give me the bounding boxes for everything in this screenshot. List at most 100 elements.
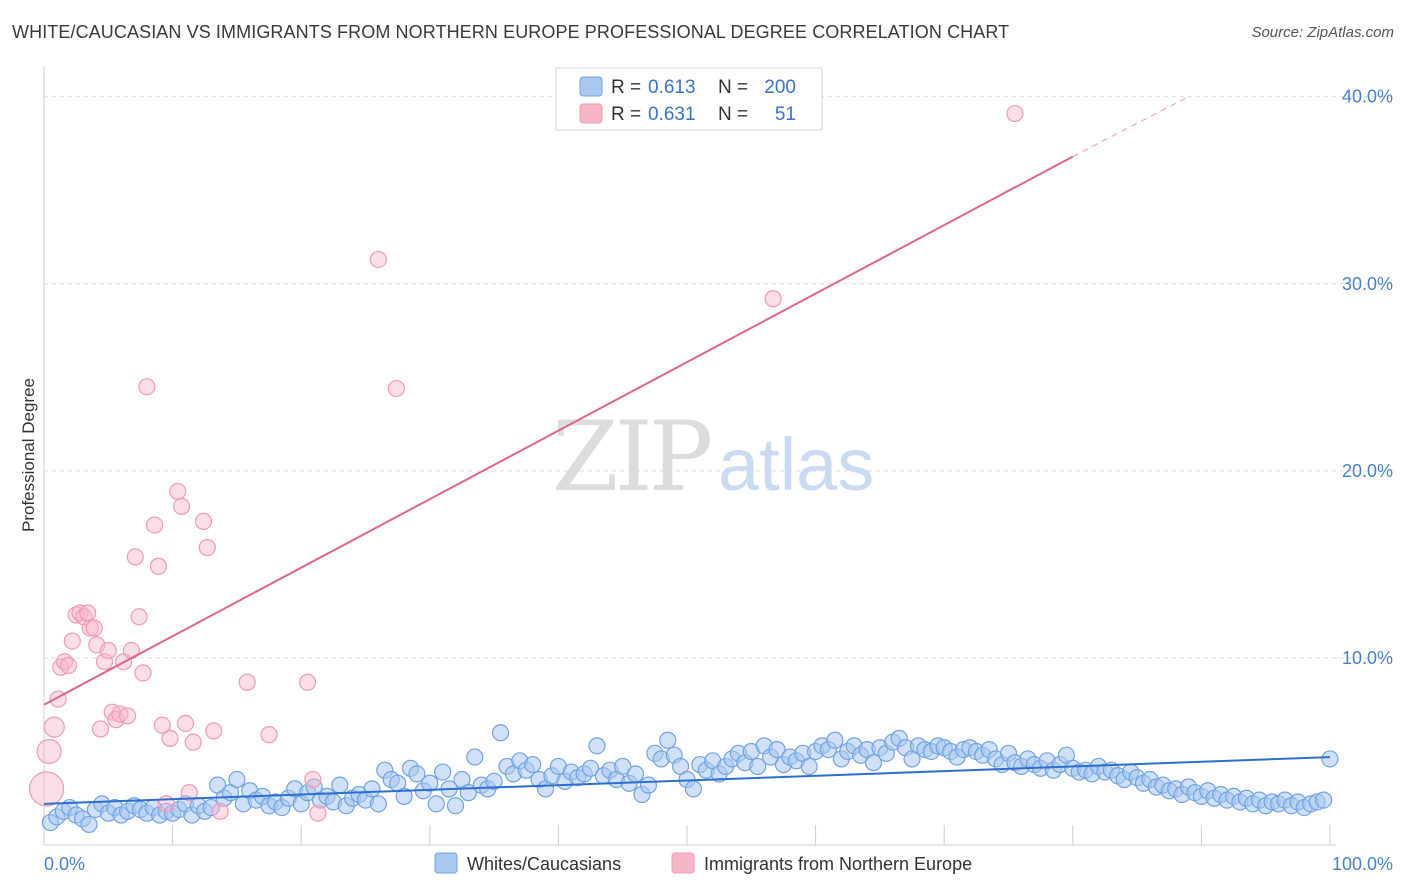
legend-n-value-whites: 200 xyxy=(764,77,796,98)
point-immigrants-45 xyxy=(304,770,322,789)
point-whites-128 xyxy=(864,754,883,772)
point-immigrants-22 xyxy=(118,707,137,725)
legend-box: R = 0.613 N = 200 R = 0.631 N = 51 xyxy=(555,67,823,131)
trend-lines xyxy=(43,96,1331,805)
point-immigrants-47 xyxy=(369,250,387,269)
point-immigrants-37 xyxy=(184,733,202,751)
trendline-whites xyxy=(43,756,1331,805)
watermark-atlas: atlas xyxy=(718,423,874,506)
bottom-legend-label-whites: Whites/Caucasians xyxy=(467,854,621,874)
point-whites-118 xyxy=(800,757,818,776)
bottom-legend-swatch-whites xyxy=(434,852,458,874)
legend-n-value-immigrants: 51 xyxy=(775,104,796,125)
legend-r-label-immigrants: R = xyxy=(611,104,641,125)
point-immigrants-16 xyxy=(95,653,114,671)
point-whites-59 xyxy=(421,774,439,792)
point-whites-29 xyxy=(228,770,246,789)
point-immigrants-44 xyxy=(299,673,317,691)
point-whites-70 xyxy=(491,724,510,742)
point-whites-61 xyxy=(434,763,452,781)
point-whites-85 xyxy=(588,737,606,755)
point-immigrants-7 xyxy=(63,632,81,650)
legend-swatch-immigrants xyxy=(579,103,603,124)
point-immigrants-2 xyxy=(43,716,65,738)
point-whites-93 xyxy=(639,776,658,794)
point-immigrants-35 xyxy=(176,714,195,733)
chart-title: WHITE/CAUCASIAN VS IMMIGRANTS FROM NORTH… xyxy=(12,22,1010,42)
point-whites-100 xyxy=(684,780,703,798)
point-immigrants-13 xyxy=(85,619,103,637)
point-immigrants-11 xyxy=(79,604,97,622)
watermark: ZIP atlas xyxy=(552,401,874,513)
x-tick-label-1: 100.0% xyxy=(1332,854,1393,874)
point-whites-113 xyxy=(768,740,786,759)
gridlines xyxy=(44,96,1392,659)
x-tick-labels: 0.0% 100.0% xyxy=(44,854,1393,874)
point-whites-89 xyxy=(614,757,632,776)
point-immigrants-34 xyxy=(173,497,191,515)
point-immigrants-15 xyxy=(91,720,110,738)
point-immigrants-1 xyxy=(36,738,62,765)
axes xyxy=(43,66,1336,846)
series-whites-points xyxy=(41,724,1339,834)
point-immigrants-39 xyxy=(198,538,216,557)
y-tick-label-2: 30.0% xyxy=(1342,274,1393,294)
legend-n-label-immigrants: N = xyxy=(718,104,748,125)
point-whites-122 xyxy=(826,731,844,749)
point-whites-45 xyxy=(331,776,349,794)
point-immigrants-50 xyxy=(1006,104,1024,123)
point-immigrants-38 xyxy=(194,512,213,530)
point-whites-50 xyxy=(363,780,381,798)
point-immigrants-27 xyxy=(138,378,156,396)
point-whites-57 xyxy=(408,765,426,783)
point-whites-51 xyxy=(369,795,387,813)
point-immigrants-0 xyxy=(28,771,65,807)
bottom-legend: Whites/Caucasians Immigrants from Northe… xyxy=(434,852,972,874)
point-immigrants-30 xyxy=(153,716,171,734)
series-immigrants-points xyxy=(28,104,1024,822)
point-immigrants-43 xyxy=(260,726,278,744)
point-immigrants-32 xyxy=(161,729,179,747)
point-whites-110 xyxy=(749,757,767,776)
bottom-legend-label-immigrants: Immigrants from Northern Europe xyxy=(704,854,972,874)
point-immigrants-25 xyxy=(130,608,148,626)
y-tick-label-0: 10.0% xyxy=(1342,648,1393,668)
point-immigrants-42 xyxy=(238,673,256,691)
y-tick-label-3: 40.0% xyxy=(1342,87,1393,107)
bottom-legend-swatch-immigrants xyxy=(671,852,695,874)
point-immigrants-29 xyxy=(149,557,168,575)
point-immigrants-12 xyxy=(81,619,99,637)
point-whites-91 xyxy=(626,765,645,783)
y-tick-label-1: 20.0% xyxy=(1342,461,1393,481)
point-immigrants-48 xyxy=(387,379,405,398)
point-immigrants-49 xyxy=(764,290,782,308)
point-whites-75 xyxy=(524,755,542,774)
legend-n-label-whites: N = xyxy=(718,77,748,98)
point-immigrants-36 xyxy=(180,784,198,802)
point-immigrants-40 xyxy=(205,722,223,740)
point-whites-55 xyxy=(395,787,413,805)
point-immigrants-26 xyxy=(134,664,152,682)
point-whites-96 xyxy=(659,731,677,749)
point-immigrants-28 xyxy=(145,516,164,534)
chart-source: Source: ZipAtlas.com xyxy=(1251,24,1394,41)
point-whites-6 xyxy=(80,815,98,834)
point-whites-199 xyxy=(1321,750,1339,768)
point-immigrants-33 xyxy=(169,482,187,501)
point-whites-63 xyxy=(446,797,465,815)
point-immigrants-17 xyxy=(99,641,117,660)
legend-r-value-immigrants: 0.631 xyxy=(648,104,696,125)
legend-r-label-whites: R = xyxy=(611,77,641,98)
legend-r-value-whites: 0.613 xyxy=(648,77,696,98)
point-whites-66 xyxy=(466,748,484,766)
y-tick-labels: 10.0% 20.0% 30.0% 40.0% xyxy=(1342,87,1393,668)
x-tick-label-0: 0.0% xyxy=(44,854,85,874)
y-axis-label: Professional Degree xyxy=(19,378,38,532)
point-immigrants-24 xyxy=(126,548,144,566)
watermark-zip: ZIP xyxy=(552,401,711,513)
trendline-immigrants xyxy=(43,155,1074,706)
point-whites-198 xyxy=(1314,791,1333,809)
trendline-immigrants-extension xyxy=(1072,96,1189,158)
point-whites-60 xyxy=(427,795,445,813)
